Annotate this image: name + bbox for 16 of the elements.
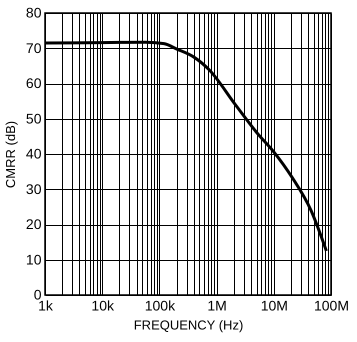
y-tick-label: 50 — [26, 110, 42, 126]
x-tick-label: 10k — [91, 298, 115, 314]
x-tick-label: 1M — [207, 298, 227, 314]
y-tick-label: 10 — [26, 251, 42, 268]
y-tick-label: 70 — [26, 40, 42, 56]
x-axis-title: FREQUENCY (Hz) — [134, 318, 244, 332]
y-tick-label: 0 — [34, 286, 42, 302]
y-tick-label: 60 — [26, 75, 42, 91]
y-tick-label: 20 — [26, 216, 42, 232]
y-tick-label: 80 — [26, 4, 42, 20]
x-tick-label: 100M — [314, 298, 350, 314]
y-axis-title: CMRR (dB) — [2, 120, 18, 188]
y-tick-label: 40 — [26, 146, 42, 162]
x-tick-label: 100k — [144, 298, 176, 314]
y-tick-label: 30 — [26, 180, 42, 197]
x-tick-label: 10M — [260, 298, 288, 314]
